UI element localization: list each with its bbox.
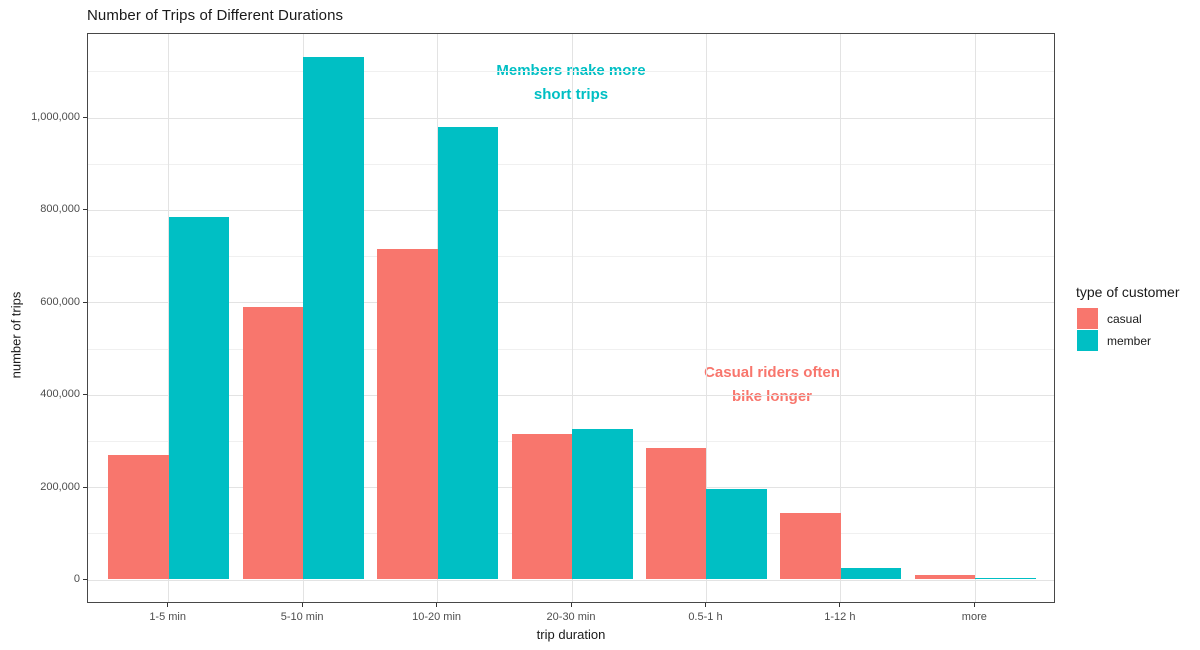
legend-swatch-member	[1077, 330, 1098, 351]
y-tick-400000	[83, 394, 87, 396]
gridline-x-4	[705, 34, 707, 602]
legend-label-casual: casual	[1107, 311, 1142, 326]
gridline-major-y600000	[88, 302, 1054, 304]
gridline-minor-y500000	[88, 348, 1054, 350]
bar-member-5-10-min	[303, 57, 364, 580]
bar-member-1-12-h	[840, 567, 902, 580]
y-tick-label-0: 0	[73, 573, 80, 585]
bar-casual-20-30-min	[511, 433, 572, 580]
y-tick-label-800000: 800,000	[40, 203, 80, 216]
bar-casual-more	[914, 575, 976, 580]
y-tick-label-400000: 400,000	[40, 388, 80, 401]
bar-casual-1-5-min	[108, 454, 169, 580]
x-axis-title: trip duration	[536, 627, 606, 642]
x-tick-4	[704, 603, 706, 607]
x-tick-2	[436, 603, 438, 607]
x-tick-3	[570, 603, 572, 607]
legend-title: type of customer	[1076, 284, 1180, 300]
gridline-minor-y700000	[88, 256, 1054, 258]
y-tick-600000	[83, 301, 87, 303]
bar-casual-10-20-min	[377, 249, 438, 580]
annotation-casual-bike-longer: Casual riders often bike longer	[704, 361, 840, 409]
gridline-major-y800000	[88, 209, 1054, 211]
bar-member-1-5-min	[168, 216, 230, 580]
x-tick-label-6: more	[961, 611, 987, 623]
x-tick-0	[167, 603, 169, 607]
plot-panel: Members make more short trips Casual rid…	[87, 33, 1055, 603]
bar-casual-5-10-min	[242, 306, 304, 580]
bar-member-10-20-min	[437, 126, 499, 580]
gridline-major-y0	[88, 579, 1054, 581]
gridline-major-y400000	[88, 394, 1054, 396]
x-tick-label-3: 20-30 min	[546, 611, 596, 623]
legend-label-member: member	[1107, 333, 1152, 348]
annotation-members-line2: short trips	[533, 86, 609, 103]
y-tick-200000	[83, 486, 87, 488]
y-tick-0	[83, 579, 87, 580]
annotation-members-line1: Members make more	[496, 62, 646, 79]
bar-member-0-5-1-h	[706, 489, 767, 580]
gridline-minor-y1100000	[88, 71, 1054, 73]
y-tick-label-1000000: 1,000,000	[31, 111, 80, 123]
gridline-x-6	[974, 34, 976, 602]
gridline-x-3	[571, 34, 573, 602]
y-tick-label-200000: 200,000	[40, 480, 80, 493]
legend-item-casual: casual	[1076, 308, 1180, 329]
chart-title: Number of Trips of Different Durations	[87, 7, 344, 24]
x-tick-label-5: 1-12 h	[824, 611, 856, 623]
x-tick-label-0: 1-5 min	[149, 611, 186, 623]
bar-member-20-30-min	[572, 429, 633, 580]
x-tick-5	[839, 603, 841, 607]
bar-casual-1-12-h	[780, 512, 841, 580]
annotation-casual-line1: Casual riders often	[704, 364, 840, 381]
annotation-casual-line2: bike longer	[731, 388, 813, 405]
x-tick-label-1: 5-10 min	[280, 611, 324, 623]
x-tick-label-4: 0.5-1 h	[688, 611, 723, 623]
x-tick-1	[301, 603, 303, 607]
legend: type of customer casual member	[1076, 284, 1180, 352]
y-axis-title: number of trips	[8, 291, 24, 379]
gridline-minor-y900000	[88, 163, 1054, 165]
y-tick-label-600000: 600,000	[40, 295, 80, 308]
bar-member-more	[975, 578, 1036, 580]
x-tick-label-2: 10-20 min	[412, 611, 462, 623]
y-tick-800000	[83, 209, 87, 211]
legend-swatch-casual	[1077, 308, 1098, 329]
gridline-major-y1000000	[88, 117, 1054, 119]
gridline-x-5	[840, 34, 842, 602]
legend-item-member: member	[1076, 330, 1180, 351]
x-tick-6	[973, 603, 975, 607]
annotation-members-short-trips: Members make more short trips	[496, 59, 645, 107]
y-tick-1000000	[83, 117, 87, 118]
bar-casual-0-5-1-h	[645, 447, 707, 580]
